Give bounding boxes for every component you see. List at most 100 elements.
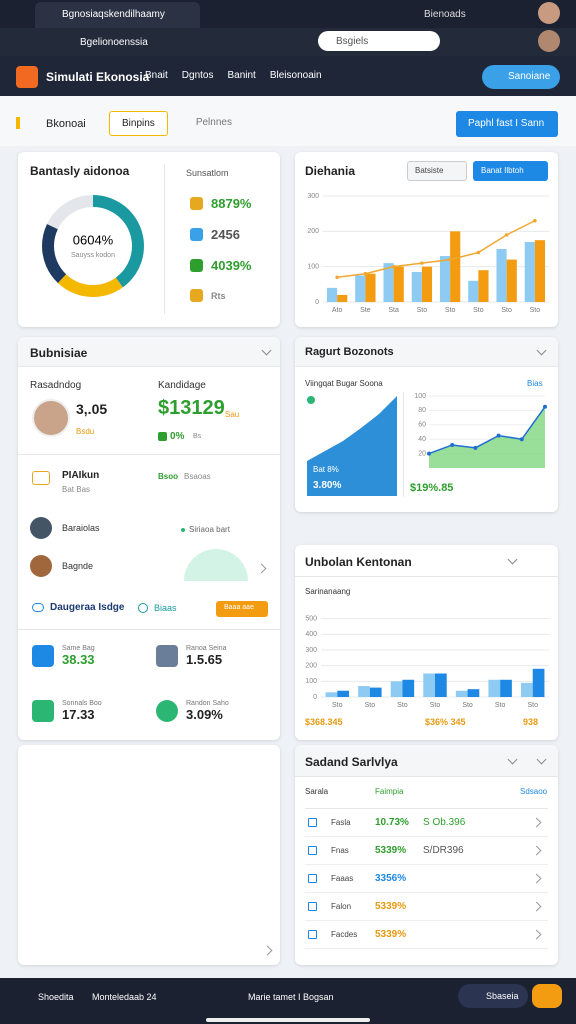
row-chevron [531,929,542,940]
bar [325,692,338,697]
person[interactable]: Bagnde [30,555,93,577]
status-right: Sbaseia [486,991,519,1001]
table-row[interactable]: Falon 5339% [305,893,548,921]
logo[interactable] [16,66,38,88]
y-tick-label: 200 [307,228,319,235]
bar [468,280,479,302]
chat-button[interactable] [532,984,562,1008]
avatar[interactable] [538,2,560,24]
metric: Randon Saho 3.09% [156,700,229,722]
tab[interactable]: Binpins [109,111,168,136]
line-point [450,442,455,447]
search-box[interactable] [318,31,440,51]
area [429,406,545,468]
bar [383,263,394,302]
link[interactable]: Daugeraa Isdge [50,602,125,613]
card-header [295,545,558,577]
trend-card: Diehania Batsiste Banat Ilbtoh 0 100 200 30… [295,152,558,327]
y-tick-label: 80 [418,407,426,414]
metric-label: Same Bag [62,645,95,652]
avatar[interactable] [538,30,560,52]
legend-note: Siriaoa bart [189,525,230,534]
action-button[interactable] [456,111,558,137]
table-card: Sadand Sarlvlya Sarala Faimpia Sdsaoo Fasla… [295,745,558,965]
nav-item[interactable]: Dgntos [181,70,214,81]
metric-icon [32,700,54,722]
footer-value: $368.345 [305,717,343,727]
stat-value: 4039% [211,258,252,273]
nav-item[interactable]: Banint [227,70,256,81]
metric: Sonnals Boo 17.33 [32,700,102,722]
status-bar: Shoedita Monteledaab 24 Marie tamet I Bo… [0,978,576,1024]
nav-item[interactable]: Bnait [145,70,168,81]
chart-button[interactable] [473,161,548,181]
stat-value: 8879% [211,196,252,211]
card-header [295,745,558,777]
tab[interactable]: Pelnnes [184,111,244,136]
left-label: Rasadndog [30,380,82,391]
toolbar: Bkonoai Binpins Pelnnes Paphl fast I Sann [0,96,576,146]
row-name: Faaas [331,874,354,883]
legend-dot [181,528,185,532]
header-button[interactable] [482,65,560,89]
report-card: Ragurt Bozonots Viingqat Bugar Soona Bia… [295,337,558,512]
bar [365,273,376,302]
x-tick-label: Ste [360,307,371,314]
stat: Rts [190,289,226,302]
card-title: Unbolan Kentonan [305,555,412,569]
donut-caption: Sauyss kodon [71,252,115,259]
y-tick-label: 100 [414,393,426,400]
line-point [335,275,339,280]
bar [411,271,422,302]
small-suffix: Bs [193,433,202,440]
stats-title: Sunsatlom [186,168,229,178]
person-name: Baraiolas [62,523,100,533]
x-tick-label: Sto [332,702,343,709]
bar [450,231,461,302]
row-icon [308,818,317,827]
table-row[interactable]: Facdes 5339% [305,921,548,949]
bar [534,240,546,302]
card-title: Diehania [305,164,356,178]
donut-segment [42,195,144,297]
table-row[interactable]: Faaas 3356% [305,865,548,893]
icon [32,603,44,612]
footer-value: 938 [523,717,539,727]
left-caption: Bat 8% [313,465,339,474]
line-point [496,433,501,438]
line-point [543,404,547,409]
line [428,406,546,455]
divider [164,164,165,314]
big-suffix: Sau [225,410,240,419]
table-row[interactable]: Fasla 10.73% S Ob.396 [305,809,548,837]
line-point [391,264,396,269]
x-tick-label: Sto [397,702,408,709]
right-label: Kandidage [158,380,206,391]
status-button[interactable] [458,984,528,1008]
address[interactable]: Bgelionoenssia [80,37,148,48]
app-title: Simulati Ekonosia [46,70,150,84]
column-header: Sarala [305,787,329,796]
tab[interactable] [35,2,200,28]
browser-chrome: Bgnosiaqskendilhaamy Bienoads Bgelionoen… [0,0,576,56]
status-left: Shoedita [38,992,74,1002]
x-tick-label: Sta [388,307,399,314]
nav-item[interactable]: Bleisonoain [269,70,322,81]
person[interactable]: Baraiolas [30,517,100,539]
icon [158,432,167,441]
table-row[interactable]: Fnas 5339% S/DR396 [305,837,548,865]
button[interactable] [216,601,268,617]
big-value: $13129 [158,397,225,419]
icon [138,603,148,613]
next[interactable] [262,945,273,956]
item-value2: Bsaoas [184,472,211,481]
tabs: Binpins Pelnnes [109,111,244,136]
next[interactable] [256,563,267,574]
line-point [519,437,524,442]
tab-label: Binpins [122,118,155,129]
row-rate: 5339% [375,929,407,940]
person-caption: Bsdu [76,427,95,436]
y-tick-label: 500 [305,616,317,623]
dropdown[interactable] [407,161,467,181]
item-name: PIAIkun [62,470,100,481]
